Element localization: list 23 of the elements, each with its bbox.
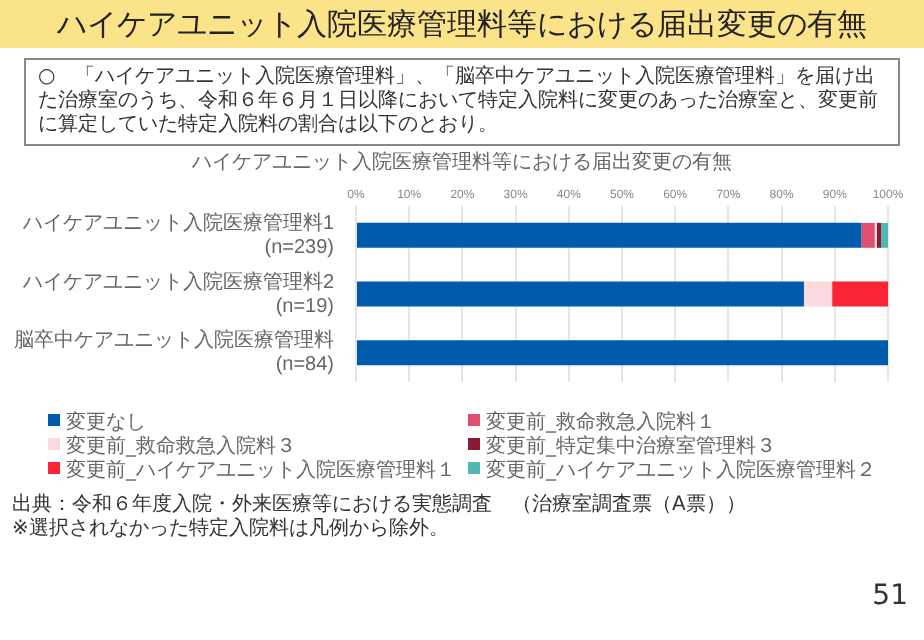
chart-title: ハイケアユニット入院医療管理料等における届出変更の有無 <box>0 0 924 48</box>
bar <box>876 222 882 248</box>
legend-label: 変更前_救命救急入院料３ <box>64 436 298 459</box>
bar <box>861 222 875 248</box>
bar <box>357 222 862 248</box>
bar <box>357 340 888 366</box>
legend-label: 変更前_特定集中治療室管理料３ <box>484 436 778 459</box>
legend-label: 変更なし <box>64 412 148 435</box>
legend-label: 変更前_ハイケアユニット入院医療管理料１ <box>64 460 456 484</box>
y-tick-label: ハイケアユニット入院医療管理料1(n=239) <box>20 210 335 259</box>
bar <box>803 281 833 307</box>
legend-label: 変更前_ハイケアユニット入院医療管理料２ <box>484 460 876 484</box>
bar <box>832 281 888 307</box>
chart-subtitle: ハイケアユニット入院医療管理料等における届出変更の有無 <box>190 152 734 176</box>
bar <box>357 281 804 307</box>
text: ○ 「ハイケアユニット入院医療管理料」、「脳卒中ケアユニット入院医療管理料」を届け出た治療室のうち、令和６年６月１日以降において特定入院料に変更のあった治療室と、変更前に算定していた特定入院料の割合は以下のとおり。 <box>24 58 900 146</box>
text: ※選択されなかった特定入院料は凡例から除外。 <box>12 518 451 542</box>
legend-label: 変更前_救命救急入院料１ <box>484 412 718 435</box>
text: 51 <box>872 580 908 612</box>
bar <box>881 222 888 248</box>
y-tick-label: ハイケアユニット入院医療管理料2(n=19) <box>20 269 335 318</box>
source-note: 出典：令和６年度入院・外来医療等における実態調査 （治療室調査票（A票）） <box>12 494 748 517</box>
y-tick-label: 脳卒中ケアユニット入院医療管理料(n=84) <box>14 328 334 377</box>
